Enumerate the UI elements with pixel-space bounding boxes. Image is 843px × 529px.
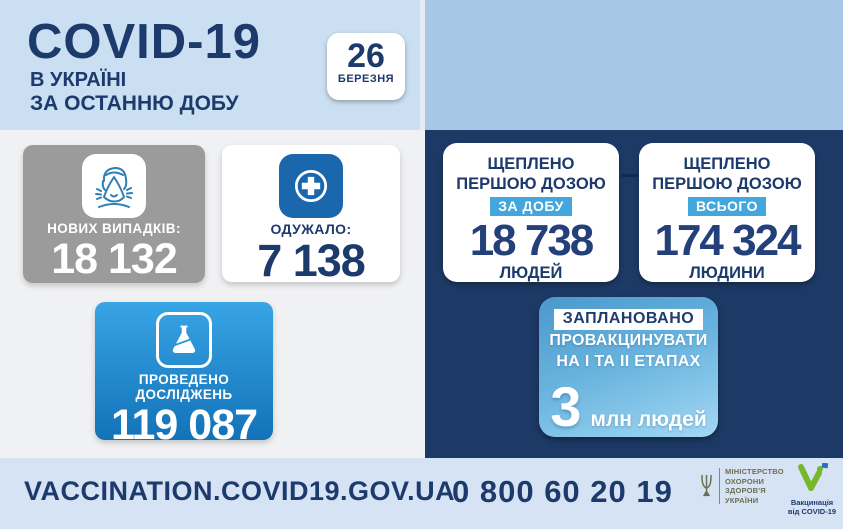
lab-flask-icon: [156, 312, 212, 368]
new-cases-label: НОВИХ ВИПАДКІВ:: [47, 221, 181, 236]
cards-connector-dash: [621, 174, 638, 177]
right-header: ВГЛОС.ZT ВАКЦИНАЦІЯ ВІД COVID-19 В УКРАЇ…: [425, 0, 843, 130]
vaccination-stats-panel: ЩЕПЛЕНО ПЕРШОЮ ДОЗОЮ ЗА ДОБУ 18 738 ЛЮДЕ…: [425, 130, 843, 458]
planned-unit: млн людей: [590, 408, 707, 431]
date-badge-left: 26 БЕРЕЗНЯ: [327, 33, 405, 100]
trident-icon: [701, 474, 712, 497]
daily-tag-badge: ЗА ДОБУ: [490, 197, 572, 216]
medical-cross-icon: [279, 154, 343, 218]
tests-value: 119 087: [110, 401, 258, 449]
vaccinated-daily-line2: ПЕРШОЮ ДОЗОЮ: [456, 175, 606, 193]
vaccinated-daily-unit: ЛЮДЕЙ: [499, 264, 563, 282]
left-header: COVID-19 В УКРАЇНІ ЗА ОСТАННЮ ДОБУ 26 БЕ…: [0, 0, 425, 130]
total-tag-badge: ВСЬОГО: [687, 197, 767, 216]
ministry-text: МІНІСТЕРСТВО ОХОРОНИ ЗДОРОВ'Я УКРАЇНИ: [725, 467, 784, 505]
new-cases-value: 18 132: [51, 235, 178, 283]
vaccinated-total-value: 174 324: [654, 216, 801, 265]
planned-line1: ПРОВАКЦИНУВАТИ: [549, 332, 708, 349]
vaccinated-total-line1: ЩЕПЛЕНО: [683, 155, 771, 173]
vaccination-logo-text: Вакцинація від COVID-19: [787, 498, 837, 516]
vaccinated-total-line2: ПЕРШОЮ ДОЗОЮ: [652, 175, 802, 193]
covid-title: COVID-19: [27, 15, 262, 69]
tests-card: ПРОВЕДЕНО ДОСЛІДЖЕНЬ 119 087: [95, 302, 273, 448]
footer-bar: VACCINATION.COVID19.GOV.UA 0 800 60 20 1…: [0, 458, 843, 529]
sneezing-person-icon: [82, 154, 146, 218]
date-month: БЕРЕЗНЯ: [337, 73, 395, 85]
header-divider: [420, 0, 425, 130]
planned-value: 3: [550, 375, 582, 438]
recovered-card: ОДУЖАЛО: 7 138: [222, 145, 400, 286]
hotline-phone-number: 0 800 60 20 19: [452, 474, 673, 509]
planned-vaccination-card: ЗАПЛАНОВАНО ПРОВАКЦИНУВАТИ НА І ТА ІІ ЕТ…: [539, 297, 718, 437]
new-cases-card: НОВИХ ВИПАДКІВ: 18 132: [23, 145, 205, 283]
logo-divider: [719, 468, 720, 504]
vaccinated-daily-card: ЩЕПЛЕНО ПЕРШОЮ ДОЗОЮ ЗА ДОБУ 18 738 ЛЮДЕ…: [443, 143, 619, 282]
green-v-icon: [798, 462, 829, 491]
covid-subtitle-country: В УКРАЇНІ: [30, 69, 127, 91]
planned-tag-badge: ЗАПЛАНОВАНО: [553, 309, 704, 330]
vaccination-campaign-logo: Вакцинація від COVID-19: [787, 462, 837, 516]
daily-stats-panel: НОВИХ ВИПАДКІВ: 18 132 ОДУЖАЛО: 7 138 ПР…: [0, 130, 425, 460]
date-day: 26: [347, 37, 385, 75]
recovered-value: 7 138: [257, 235, 366, 286]
ministry-of-health-logo: МІНІСТЕРСТВО ОХОРОНИ ЗДОРОВ'Я УКРАЇНИ: [699, 467, 784, 505]
recovered-label: ОДУЖАЛО:: [270, 221, 352, 237]
tests-label: ПРОВЕДЕНО ДОСЛІДЖЕНЬ: [135, 372, 233, 402]
vaccinated-total-card: ЩЕПЛЕНО ПЕРШОЮ ДОЗОЮ ВСЬОГО 174 324 ЛЮДИ…: [639, 143, 815, 282]
vaccinated-daily-line1: ЩЕПЛЕНО: [487, 155, 575, 173]
vaccinated-total-unit: ЛЮДИНИ: [689, 264, 765, 282]
planned-line2: НА І ТА ІІ ЕТАПАХ: [556, 353, 701, 370]
covid-subtitle-period: ЗА ОСТАННЮ ДОБУ: [30, 92, 239, 115]
vaccination-website-url: VACCINATION.COVID19.GOV.UA: [24, 476, 456, 506]
vaccinated-daily-value: 18 738: [469, 216, 595, 265]
